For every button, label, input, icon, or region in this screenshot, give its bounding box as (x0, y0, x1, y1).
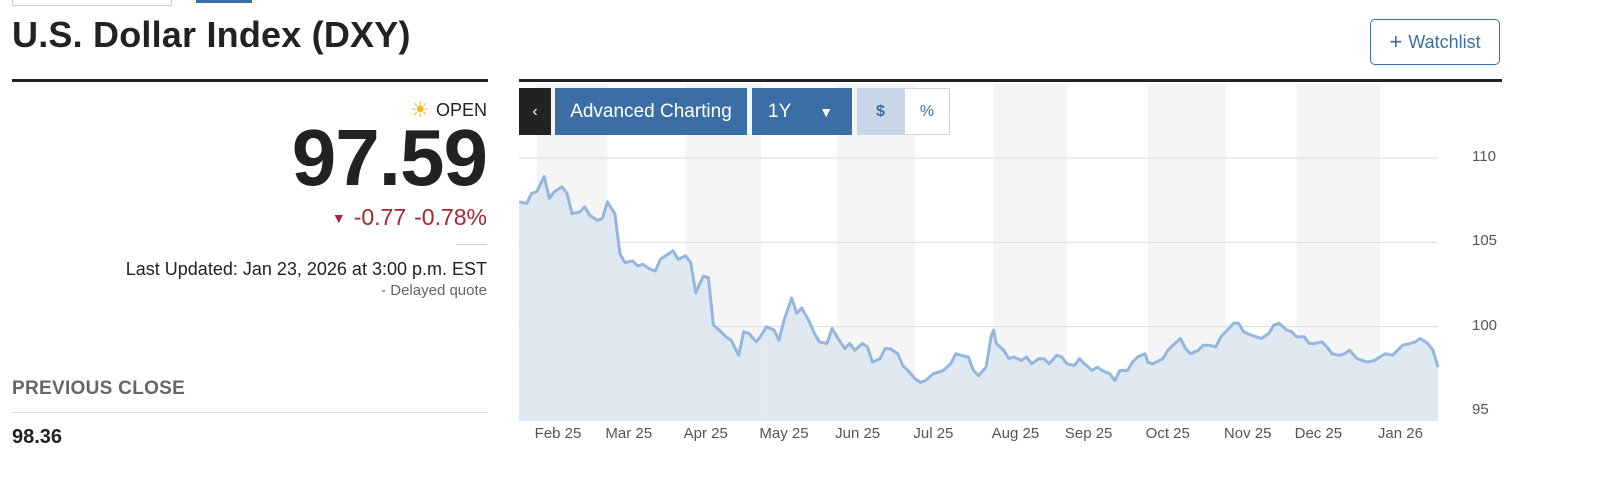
y-tick-label: 100 (1472, 316, 1498, 334)
price-change: ▼ -0.77 -0.78% (332, 204, 487, 231)
x-tick-label: Sep 25 (1064, 425, 1113, 442)
tab-placeholder[interactable] (12, 0, 172, 6)
y-tick-label: 110 (1472, 148, 1496, 165)
x-tick-label: Jan 26 (1377, 425, 1423, 442)
delayed-quote-note: - Delayed quote (381, 282, 487, 299)
page-title: U.S. Dollar Index (DXY) (12, 14, 411, 55)
divider (12, 412, 488, 413)
market-status: ☀ OPEN (410, 99, 487, 121)
market-status-label: OPEN (435, 99, 487, 120)
x-tick-label: Apr 25 (683, 425, 728, 442)
price-line (519, 175, 1439, 384)
change-percent: -0.78% (414, 204, 487, 230)
x-tick-label: Mar 25 (605, 425, 653, 442)
previous-close-label: PREVIOUS CLOSE (12, 378, 186, 399)
previous-close-value: 98.36 (12, 426, 63, 448)
chevron-left-icon: ‹ (532, 102, 538, 120)
change-value: -0.77 (353, 204, 407, 230)
x-tick-label: Aug 25 (991, 425, 1040, 442)
y-tick-label: 105 (1472, 232, 1498, 250)
section-divider (12, 79, 488, 82)
x-tick-label: Nov 25 (1223, 425, 1272, 442)
last-price: 97.59 (291, 113, 488, 202)
advanced-charting-button[interactable]: Advanced Charting (555, 88, 747, 135)
chart-divider (519, 79, 1502, 82)
price-area (519, 176, 1438, 421)
last-updated: Last Updated: Jan 23, 2026 at 3:00 p.m. … (125, 259, 487, 279)
add-to-watchlist-button[interactable]: + Watchlist (1370, 19, 1500, 65)
collapse-chart-button[interactable]: ‹ (519, 88, 551, 135)
price-chart[interactable] (519, 84, 1439, 422)
divider (456, 244, 487, 245)
x-tick-label: May 25 (759, 425, 809, 442)
x-tick-label: Dec 25 (1294, 425, 1343, 442)
watchlist-label: Watchlist (1408, 31, 1481, 52)
x-tick-label: Jun 25 (835, 425, 881, 442)
caret-down-icon: ▼ (819, 103, 834, 120)
time-range-select[interactable]: 1Y ▼ (752, 88, 852, 135)
active-tab-indicator (196, 0, 252, 3)
x-tick-label: Oct 25 (1145, 425, 1190, 442)
sun-icon: ☀ (410, 97, 430, 122)
y-tick-label: 95 (1472, 401, 1489, 418)
toggle-percent[interactable]: % (904, 88, 950, 135)
x-tick-label: Feb 25 (534, 425, 582, 442)
plus-icon: + (1389, 29, 1403, 54)
time-range-value: 1Y (768, 100, 792, 122)
down-triangle-icon: ▼ (331, 209, 346, 226)
x-tick-label: Jul 25 (913, 425, 954, 442)
toggle-dollar[interactable]: $ (857, 88, 904, 135)
